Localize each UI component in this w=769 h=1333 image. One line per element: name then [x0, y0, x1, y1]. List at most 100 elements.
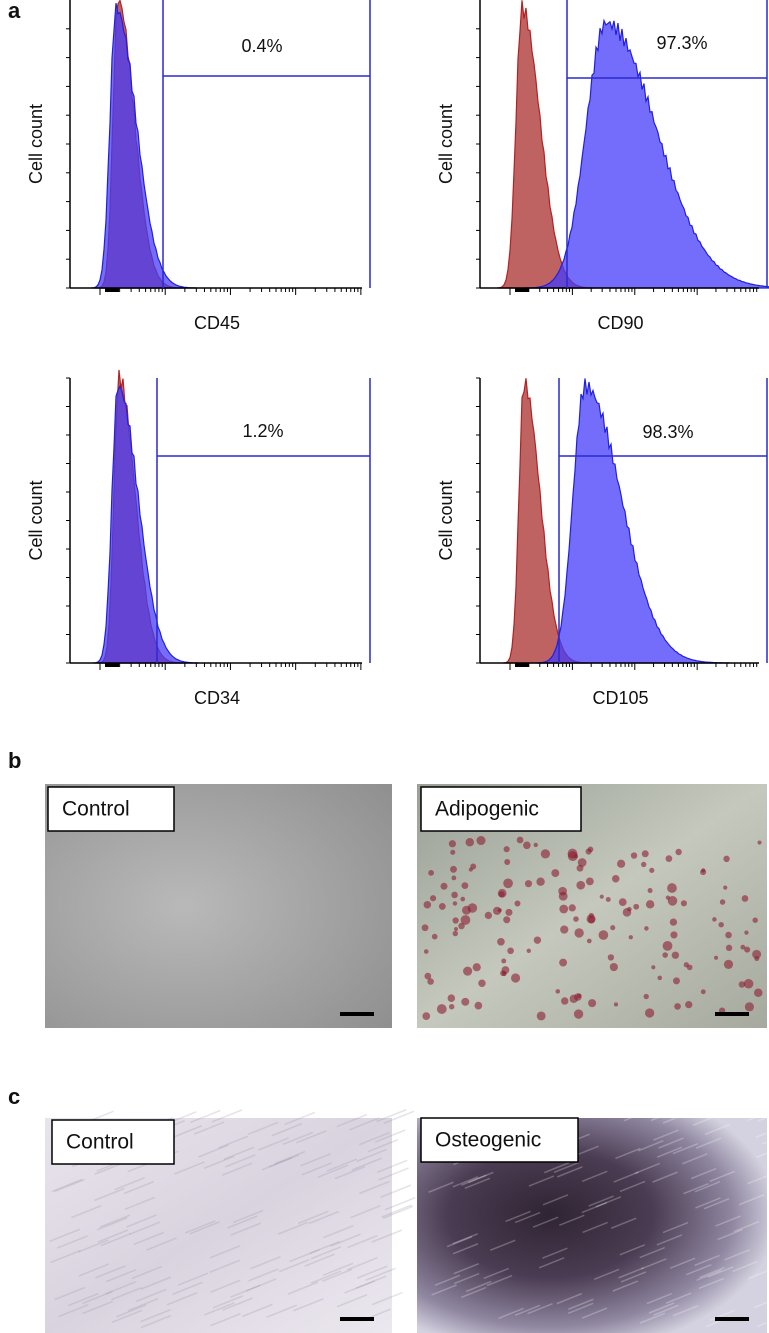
- fiber: [82, 1300, 114, 1315]
- fiber: [464, 1177, 491, 1190]
- fiber: [704, 1123, 731, 1136]
- fiber: [287, 1281, 319, 1295]
- fiber: [724, 1249, 750, 1261]
- fiber: [221, 1162, 253, 1176]
- stain-dot: [649, 867, 655, 873]
- fiber: [699, 1266, 725, 1279]
- fiber: [326, 1158, 358, 1172]
- stain-dot: [700, 989, 706, 995]
- fiber: [336, 1293, 368, 1308]
- stain-dot: [609, 962, 618, 972]
- fiber: [656, 1146, 683, 1158]
- fiber: [245, 1278, 277, 1292]
- fiber: [431, 1284, 457, 1296]
- stain-dot: [752, 917, 758, 923]
- fiber: [51, 1178, 83, 1193]
- stain-dot: [421, 924, 429, 932]
- fiber: [349, 1117, 380, 1131]
- fiber: [355, 1275, 387, 1289]
- label-box: [420, 1117, 579, 1163]
- stain-dot: [501, 966, 510, 974]
- stain-dot: [503, 846, 510, 853]
- panel-label: a: [8, 0, 21, 23]
- stain-dot: [555, 989, 561, 994]
- fiber: [82, 1290, 113, 1305]
- fiber: [648, 1302, 675, 1314]
- fiber: [374, 1129, 406, 1143]
- stain-dot: [674, 1003, 681, 1010]
- fiber: [105, 1269, 137, 1283]
- fiber: [322, 1225, 354, 1239]
- stain-dot: [561, 997, 569, 1005]
- fiber: [298, 1210, 329, 1225]
- stain-dot: [523, 841, 531, 850]
- stain-dot: [628, 935, 633, 940]
- fiber: [54, 1286, 85, 1301]
- stain-dot: [718, 922, 724, 928]
- y-axis-label: Cell count: [436, 480, 456, 560]
- y-axis-label: Cell count: [26, 104, 46, 184]
- fiber: [304, 1253, 335, 1267]
- fiber: [111, 1287, 142, 1301]
- fiber: [694, 1180, 721, 1193]
- fiber: [292, 1298, 324, 1312]
- fiber: [184, 1220, 216, 1234]
- fiber: [610, 1217, 637, 1229]
- fiber: [261, 1157, 293, 1171]
- stain-dot: [644, 926, 649, 931]
- fiber: [613, 1171, 639, 1183]
- fiber: [50, 1249, 81, 1264]
- stain-dot: [757, 840, 762, 845]
- stain-dot: [587, 916, 596, 924]
- stain-dot: [497, 937, 505, 946]
- fiber: [452, 1243, 479, 1255]
- stain-dot: [423, 949, 429, 954]
- stain-dot: [452, 901, 458, 906]
- stain-dot: [460, 915, 471, 925]
- fiber: [707, 1266, 734, 1278]
- stain-dot: [533, 936, 542, 944]
- stain-dot: [504, 858, 511, 865]
- fiber: [95, 1265, 126, 1279]
- stain-dot: [524, 880, 533, 888]
- stain-dot: [599, 894, 604, 899]
- fiber: [146, 1237, 177, 1251]
- fiber: [371, 1229, 402, 1243]
- stain-dot: [605, 897, 611, 902]
- fiber: [556, 1292, 583, 1305]
- stain-dot: [567, 848, 578, 859]
- fiber: [372, 1291, 403, 1306]
- fiber: [662, 1221, 689, 1234]
- fiber: [166, 1292, 198, 1306]
- stain-dot: [616, 859, 626, 868]
- fiber: [453, 1272, 480, 1285]
- fiber: [248, 1268, 279, 1282]
- fiber: [330, 1233, 361, 1247]
- fiber: [278, 1259, 310, 1273]
- stain-dot: [741, 895, 749, 902]
- stain-dot: [633, 903, 640, 910]
- fiber: [709, 1170, 735, 1183]
- stain-dot: [573, 1009, 584, 1019]
- fiber: [100, 1232, 132, 1247]
- stain-dot: [665, 855, 673, 862]
- stain-dot: [700, 869, 707, 876]
- label-box: [47, 786, 175, 832]
- fiber: [127, 1297, 159, 1312]
- stain-dot: [585, 877, 594, 886]
- stain-dot: [754, 988, 763, 997]
- stain-dot: [559, 904, 569, 914]
- fiber: [542, 1247, 568, 1259]
- fiber: [380, 1184, 412, 1198]
- fiber: [558, 1214, 585, 1226]
- gate-label: 98.3%: [642, 422, 693, 442]
- stain-dot: [463, 966, 473, 976]
- stain-dot: [472, 963, 481, 972]
- fiber: [172, 1281, 203, 1296]
- fiber: [310, 1270, 342, 1284]
- fiber: [715, 1215, 741, 1227]
- fiber: [268, 1154, 300, 1168]
- fiber: [111, 1309, 143, 1324]
- stain-dot: [744, 930, 749, 935]
